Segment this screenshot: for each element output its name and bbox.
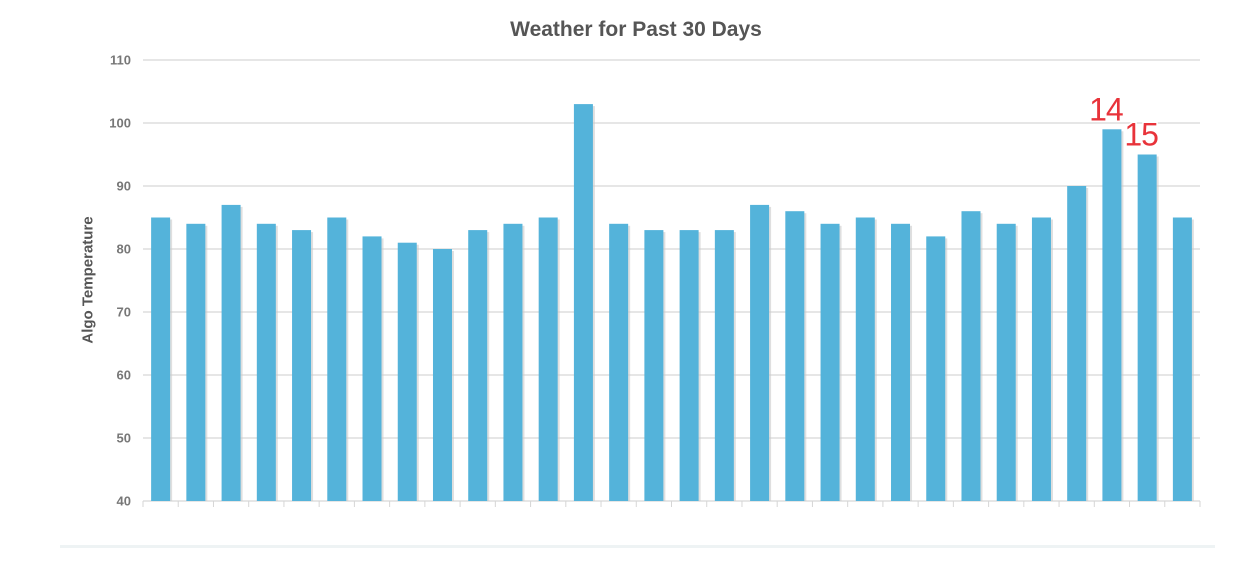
bar (397, 242, 417, 501)
bar (679, 230, 699, 501)
bar (926, 236, 946, 501)
bar (996, 223, 1016, 502)
bar (714, 230, 734, 501)
bar (503, 223, 523, 502)
bar (609, 223, 629, 502)
y-tick-label: 110 (110, 53, 131, 68)
bar (961, 211, 981, 501)
bar (820, 223, 840, 502)
bar (1137, 154, 1157, 501)
y-tick-label: 60 (117, 368, 131, 383)
bar (292, 230, 312, 501)
chart-title: Weather for Past 30 Days (510, 18, 762, 41)
bar (1102, 129, 1122, 502)
y-tick-label: 50 (117, 431, 131, 446)
y-tick-label: 40 (117, 494, 131, 509)
y-tick-label: 80 (117, 242, 131, 257)
bar (855, 217, 875, 501)
bar (362, 236, 382, 501)
y-tick-label: 70 (117, 305, 131, 320)
bar (750, 204, 770, 501)
footer-divider (60, 545, 1215, 548)
bar (538, 217, 558, 501)
bar (221, 204, 241, 501)
y-tick-label: 90 (117, 179, 131, 194)
bar (256, 223, 276, 502)
bar (186, 223, 206, 502)
annotation-label: 15 (1124, 117, 1158, 153)
bar (327, 217, 347, 501)
bar (432, 249, 452, 501)
bar (891, 223, 911, 502)
bar (468, 230, 488, 501)
bar (1172, 217, 1192, 501)
bar (785, 211, 805, 501)
bar (573, 104, 593, 501)
annotation-label: 14 (1089, 91, 1123, 127)
bar (1067, 186, 1087, 501)
y-tick-label: 100 (109, 116, 131, 131)
bar (151, 217, 171, 501)
bar (644, 230, 664, 501)
bar (1031, 217, 1051, 501)
